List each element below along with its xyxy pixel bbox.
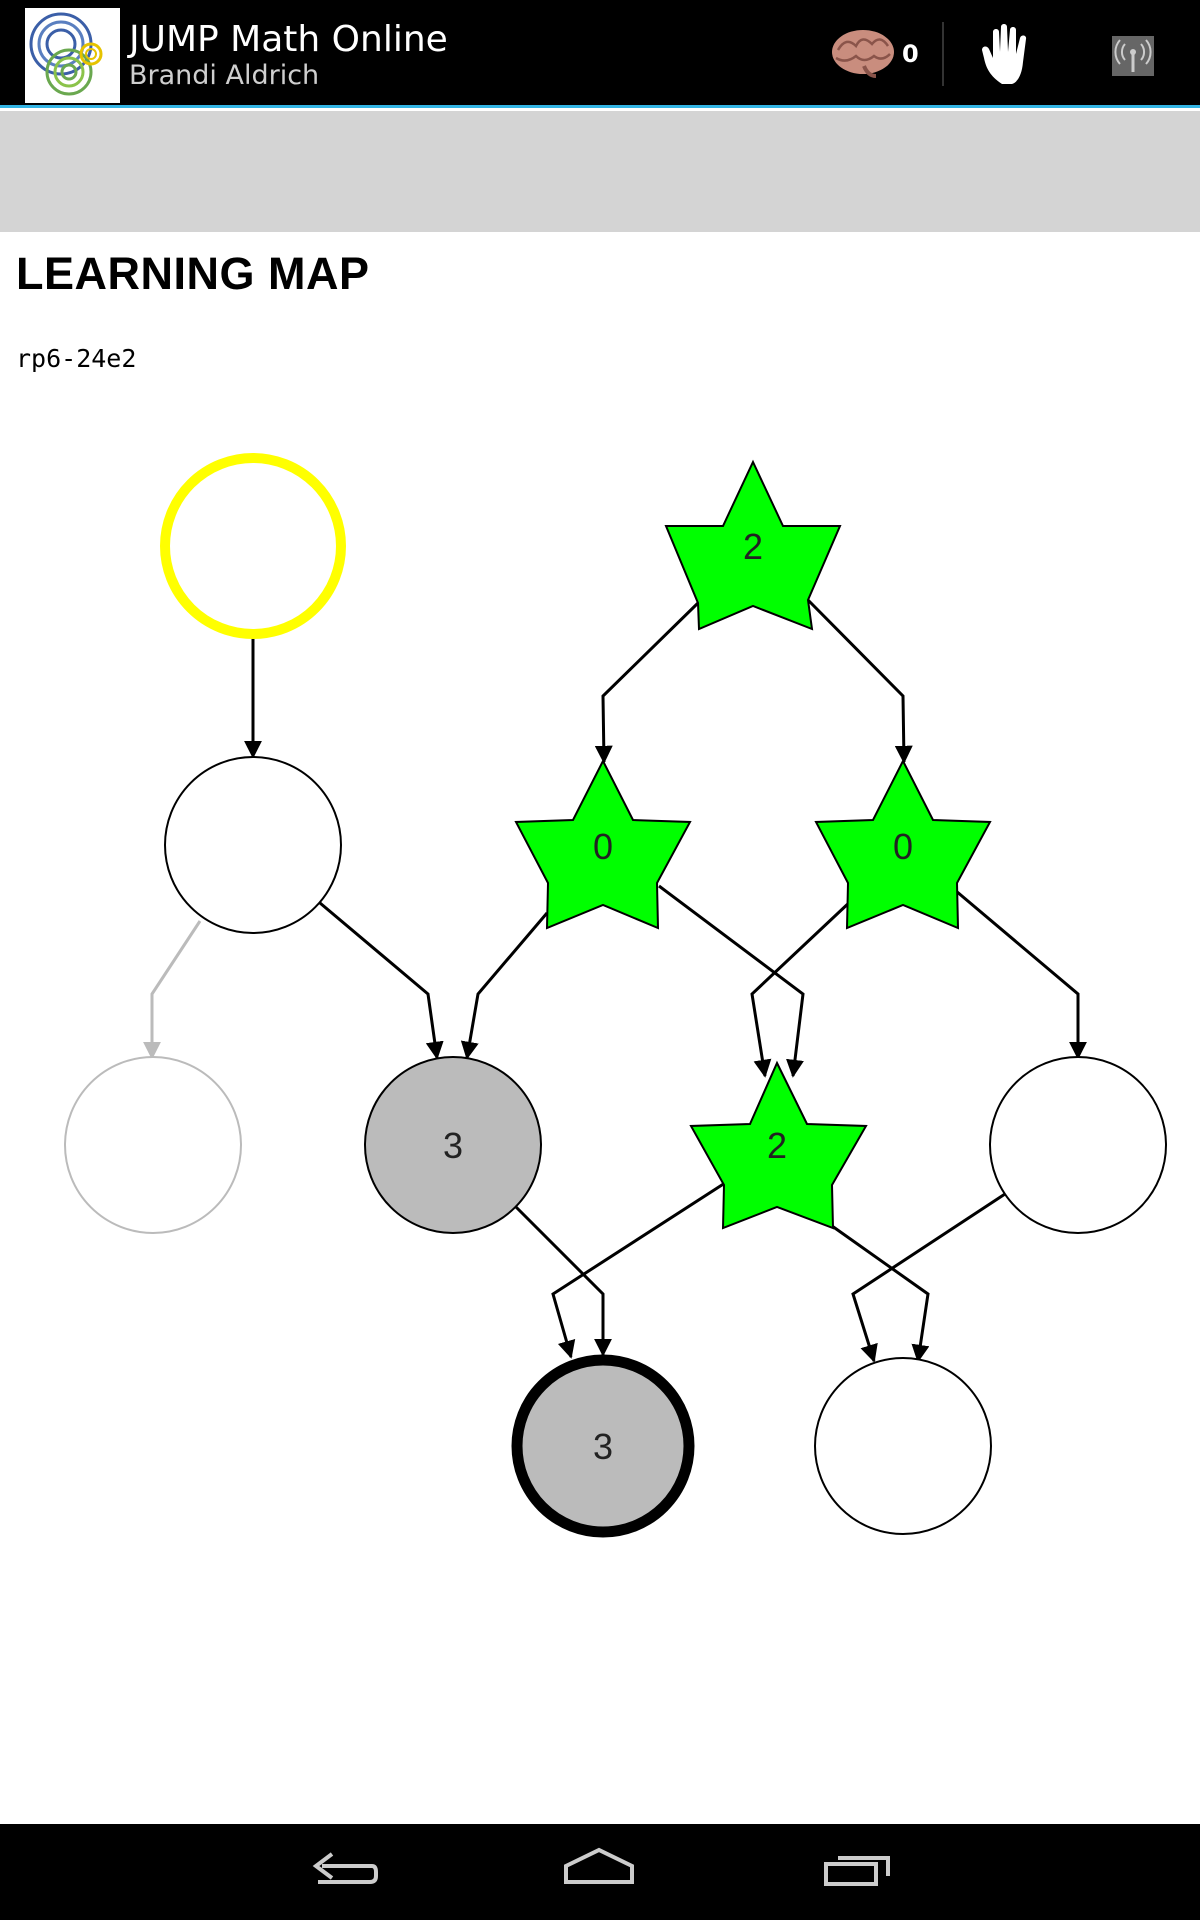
map-node-star[interactable] <box>814 758 992 930</box>
map-node-star[interactable] <box>664 459 842 631</box>
home-icon[interactable] <box>564 1847 634 1884</box>
edge <box>955 889 1087 1060</box>
map-node-disabled[interactable] <box>64 1056 242 1234</box>
toolbar-area <box>0 111 1200 232</box>
signal-icon[interactable] <box>1112 36 1154 76</box>
recent-apps-icon[interactable] <box>824 1856 890 1886</box>
edge <box>804 596 913 764</box>
edge <box>514 1205 612 1357</box>
back-icon[interactable] <box>312 1852 378 1884</box>
edge <box>750 898 854 1078</box>
map-node-grey-bold[interactable] <box>511 1354 695 1538</box>
page-title: LEARNING MAP <box>16 248 370 299</box>
edge <box>143 920 202 1060</box>
user-name: Brandi Aldrich <box>129 60 320 91</box>
map-node-grey[interactable] <box>364 1056 542 1234</box>
raise-hand-icon[interactable] <box>976 22 1046 88</box>
map-node-label: 3 <box>443 1125 463 1166</box>
brain-count: 0 <box>902 40 919 68</box>
map-node-label: 2 <box>767 1125 787 1166</box>
topic-code: rp6-24e2 <box>16 344 137 373</box>
edge <box>551 1181 726 1359</box>
edge <box>460 912 549 1060</box>
action-divider <box>942 22 944 86</box>
edge <box>658 884 805 1078</box>
edge <box>319 901 444 1060</box>
map-node-label: 3 <box>593 1426 613 1467</box>
edge <box>594 601 700 764</box>
app-logo-icon <box>25 8 120 103</box>
system-nav-bar <box>0 1824 1200 1920</box>
map-node-current[interactable] <box>160 453 346 639</box>
action-bar: JUMP Math Online Brandi Aldrich 0 <box>0 0 1200 108</box>
edge <box>851 1192 1006 1363</box>
map-node[interactable] <box>814 1357 992 1535</box>
map-node-star[interactable] <box>689 1060 868 1230</box>
map-node-label: 0 <box>593 826 613 867</box>
edge <box>831 1224 930 1363</box>
map-node-label: 2 <box>743 526 763 567</box>
map-node[interactable] <box>164 756 342 934</box>
map-node-label: 0 <box>893 826 913 867</box>
map-edges <box>143 596 1087 1363</box>
map-node[interactable] <box>989 1056 1167 1234</box>
map-node-star[interactable] <box>514 758 692 930</box>
app-title: JUMP Math Online <box>129 19 448 60</box>
brain-icon[interactable] <box>828 26 898 81</box>
